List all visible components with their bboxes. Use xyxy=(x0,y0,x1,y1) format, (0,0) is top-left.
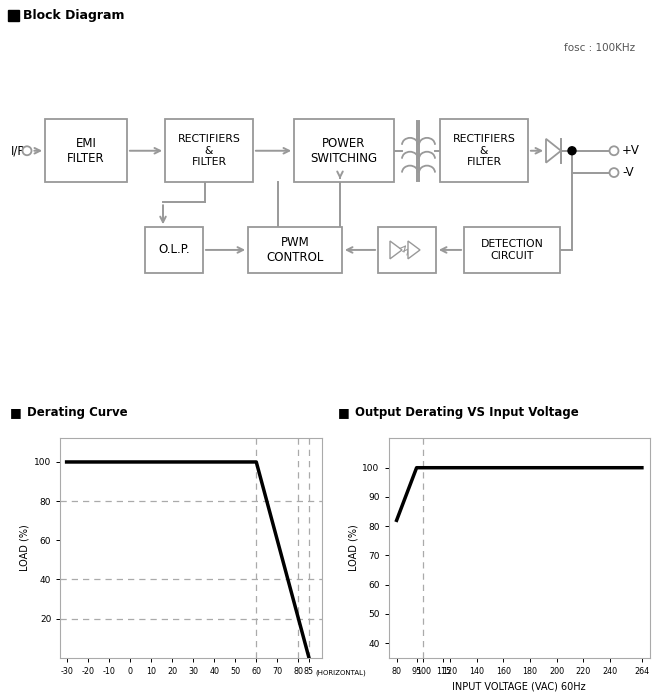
Bar xyxy=(45,119,127,182)
Circle shape xyxy=(610,168,618,177)
Bar xyxy=(145,227,203,273)
Text: I/P: I/P xyxy=(11,144,25,157)
Text: Derating Curve: Derating Curve xyxy=(27,406,127,419)
Text: O.L.P.: O.L.P. xyxy=(158,244,190,256)
Text: ■: ■ xyxy=(338,406,350,419)
Text: (HORIZONTAL): (HORIZONTAL) xyxy=(316,670,366,676)
Bar xyxy=(165,119,253,182)
Text: POWER
SWITCHING: POWER SWITCHING xyxy=(310,136,378,165)
Polygon shape xyxy=(390,241,402,259)
Y-axis label: LOAD (%): LOAD (%) xyxy=(20,525,30,571)
Bar xyxy=(378,227,436,273)
Bar xyxy=(248,227,342,273)
Bar xyxy=(440,119,528,182)
Circle shape xyxy=(23,146,31,155)
X-axis label: AMBIENT TEMPERATURE (°C): AMBIENT TEMPERATURE (°C) xyxy=(121,695,261,696)
Bar xyxy=(294,119,394,182)
Polygon shape xyxy=(546,139,561,163)
Text: EMI
FILTER: EMI FILTER xyxy=(67,136,105,165)
Bar xyxy=(8,10,19,21)
Text: PWM
CONTROL: PWM CONTROL xyxy=(266,236,324,264)
Text: fosc : 100KHz: fosc : 100KHz xyxy=(564,42,635,53)
Text: Block Diagram: Block Diagram xyxy=(23,9,125,22)
Text: RECTIFIERS
&
FILTER: RECTIFIERS & FILTER xyxy=(452,134,515,167)
Circle shape xyxy=(610,146,618,155)
Y-axis label: LOAD (%): LOAD (%) xyxy=(348,525,358,571)
Text: Output Derating VS Input Voltage: Output Derating VS Input Voltage xyxy=(355,406,579,419)
Text: RECTIFIERS
&
FILTER: RECTIFIERS & FILTER xyxy=(178,134,241,167)
Text: -V: -V xyxy=(622,166,634,179)
X-axis label: INPUT VOLTAGE (VAC) 60Hz: INPUT VOLTAGE (VAC) 60Hz xyxy=(452,681,586,691)
Text: DETECTION
CIRCUIT: DETECTION CIRCUIT xyxy=(480,239,543,261)
Text: ■: ■ xyxy=(10,406,22,419)
Circle shape xyxy=(568,147,576,155)
Bar xyxy=(464,227,560,273)
Polygon shape xyxy=(408,241,420,259)
Text: +V: +V xyxy=(622,144,640,157)
